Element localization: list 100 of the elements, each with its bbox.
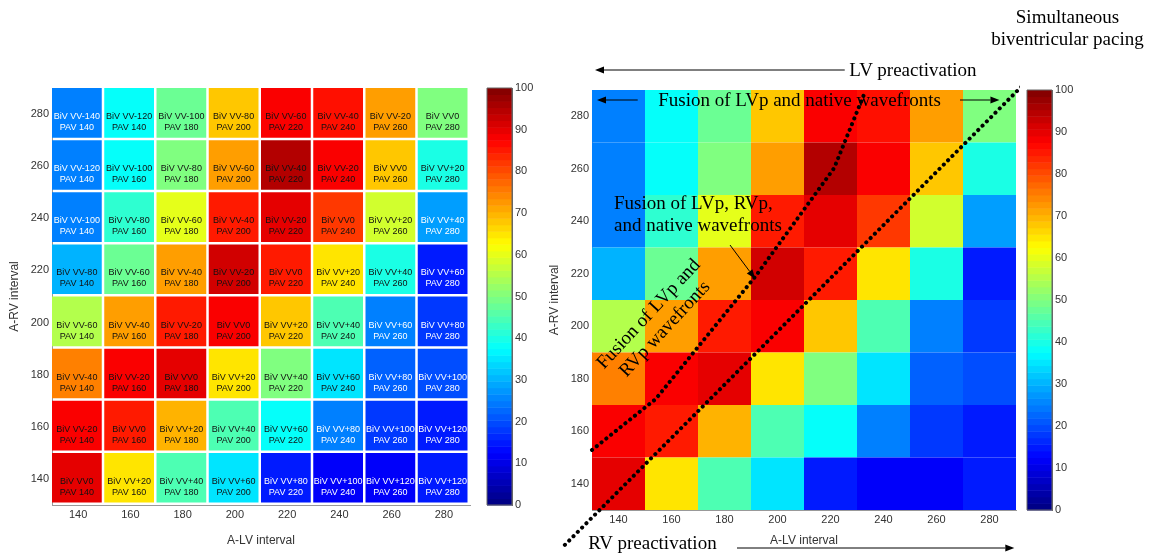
x-tick-label: 260 <box>382 507 401 520</box>
x-tick-label: 280 <box>980 512 999 525</box>
data-label: BiV VV+80 PAV 280 <box>420 319 465 341</box>
x-tick-label: 220 <box>821 512 840 525</box>
data-label: BiV VV-20 PAV 220 <box>265 215 307 237</box>
color-bar-label: 0 <box>1055 503 1062 516</box>
x-tick-label: 280 <box>434 507 454 520</box>
data-label: BiV VV+60 PAV 220 <box>263 423 308 445</box>
data-label: BiV VV-80 PAV 140 <box>56 267 98 289</box>
data-label: BiV VV-80 PAV 200 <box>213 111 255 133</box>
color-bar-label: 90 <box>1055 125 1068 138</box>
x-tick-label: 220 <box>277 507 297 520</box>
data-label: BiV VV-40 PAV 200 <box>213 215 255 237</box>
y-tick-label: 180 <box>30 367 49 380</box>
x-axis-title: A-LV interval <box>227 533 295 548</box>
data-label: BiV VV+60 PAV 280 <box>420 267 465 289</box>
data-label: BiV VV+20 PAV 180 <box>159 423 204 445</box>
data-label: BiV VV-20 PAV 240 <box>317 163 359 185</box>
y-tick-label: 260 <box>570 161 589 174</box>
data-label: BiV VV+80 PAV 220 <box>263 475 308 497</box>
color-bar-label: 100 <box>515 81 534 94</box>
y-tick-label: 200 <box>30 315 49 328</box>
y-tick-label: 220 <box>570 266 589 279</box>
y-axis-title: A-RV interval <box>546 264 561 336</box>
color-bar-label: 40 <box>515 331 528 344</box>
data-label: BiV VV-60 PAV 220 <box>265 111 307 133</box>
data-label: BiV VV-100 PAV 140 <box>53 215 100 237</box>
data-label: BiV VV+60 PAV 200 <box>211 475 256 497</box>
data-label: BiV VV+20 PAV 160 <box>107 475 152 497</box>
color-bar-label: 20 <box>515 414 528 427</box>
data-label: BiV VV0 PAV 260 <box>373 163 408 185</box>
data-label: BiV VV-60 PAV 200 <box>213 163 255 185</box>
color-bar-label: 20 <box>1055 419 1068 432</box>
color-bar-label: 60 <box>1055 251 1068 264</box>
y-tick-label: 140 <box>30 471 49 484</box>
data-label: BiV VV+120 PAV 260 <box>365 475 415 497</box>
text: LV preactivation <box>849 58 977 81</box>
y-tick-label: 180 <box>570 371 589 384</box>
data-label: BiV VV-120 PAV 140 <box>106 111 153 133</box>
data-label: BiV VV+20 PAV 220 <box>263 319 308 341</box>
data-label: BiV VV-140 PAV 140 <box>53 111 100 133</box>
data-label: BiV VV+80 PAV 240 <box>316 423 361 445</box>
y-tick-label: 240 <box>30 211 49 224</box>
data-label: BiV VV-60 PAV 140 <box>56 319 98 341</box>
color-bar-label: 70 <box>515 206 528 219</box>
color-bar-label: 30 <box>1055 377 1068 390</box>
data-label: BiV VV+60 PAV 260 <box>368 319 413 341</box>
text: Simultaneous biventricular pacing <box>991 6 1144 50</box>
y-tick-label: 260 <box>30 159 49 172</box>
data-label: BiV VV0 PAV 160 <box>112 423 147 445</box>
data-label: BiV VV0 PAV 180 <box>164 371 199 393</box>
color-bar-label: 100 <box>1055 83 1074 96</box>
y-tick-label: 280 <box>30 107 49 120</box>
data-label: BiV VV-60 PAV 180 <box>160 215 202 237</box>
data-label: BiV VV-40 PAV 140 <box>56 371 98 393</box>
color-bar-label: 10 <box>515 456 528 469</box>
y-tick-label: 160 <box>30 419 49 432</box>
x-tick-label: 140 <box>68 507 88 520</box>
data-label: BiV VV+120 PAV 280 <box>418 423 468 445</box>
y-tick-label: 240 <box>570 214 589 227</box>
data-label: BiV VV-20 PAV 180 <box>160 319 202 341</box>
data-label: BiV VV-20 PAV 160 <box>108 371 150 393</box>
color-bar-label: 60 <box>515 247 528 260</box>
data-label: BiV VV-40 PAV 160 <box>108 319 150 341</box>
data-label: BiV VV+40 PAV 280 <box>420 215 465 237</box>
data-label: BiV VV-100 PAV 180 <box>158 111 205 133</box>
x-tick-label: 180 <box>173 507 192 520</box>
data-label: BiV VV-20 PAV 260 <box>369 111 411 133</box>
y-tick-label: 200 <box>570 319 589 332</box>
data-label: BiV VV-40 PAV 220 <box>265 163 307 185</box>
text: RV preactivation <box>588 532 717 553</box>
data-label: BiV VV+100 PAV 240 <box>313 475 363 497</box>
data-label: BiV VV0 PAV 140 <box>59 475 94 497</box>
data-label: BiV VV+100 PAV 280 <box>418 371 468 393</box>
color-bar-label: 80 <box>515 164 528 177</box>
x-tick-label: 240 <box>330 507 349 520</box>
data-label: BiV VV+60 PAV 240 <box>316 371 361 393</box>
data-label: BiV VV+40 PAV 240 <box>316 319 361 341</box>
data-label: BiV VV0 PAV 220 <box>268 267 303 289</box>
color-bar-label: 10 <box>1055 461 1068 474</box>
data-label: BiV VV+20 PAV 260 <box>368 215 413 237</box>
data-label: BiV VV0 PAV 280 <box>425 111 460 133</box>
x-tick-label: 140 <box>609 512 628 525</box>
data-label: BiV VV+100 PAV 260 <box>365 423 415 445</box>
data-label: BiV VV+20 PAV 240 <box>316 267 361 289</box>
data-label: BiV VV-20 PAV 200 <box>213 267 255 289</box>
x-tick-label: 180 <box>715 512 734 525</box>
color-bar-label: 40 <box>1055 335 1068 348</box>
data-label: BiV VV+40 PAV 200 <box>211 423 256 445</box>
data-label: BiV VV+40 PAV 220 <box>263 371 308 393</box>
data-label: BiV VV+40 PAV 260 <box>368 267 413 289</box>
color-bar-label: 0 <box>515 498 522 511</box>
color-bar-label: 50 <box>1055 293 1068 306</box>
data-label: BiV VV-40 PAV 240 <box>317 111 359 133</box>
data-label: BiV VV+120 PAV 280 <box>418 475 468 497</box>
data-label: BiV VV-80 PAV 160 <box>108 215 150 237</box>
x-tick-label: 160 <box>662 512 681 525</box>
data-label: BiV VV-100 PAV 160 <box>106 163 153 185</box>
y-axis-title: A-RV interval <box>6 261 21 332</box>
y-tick-label: 280 <box>570 109 589 122</box>
